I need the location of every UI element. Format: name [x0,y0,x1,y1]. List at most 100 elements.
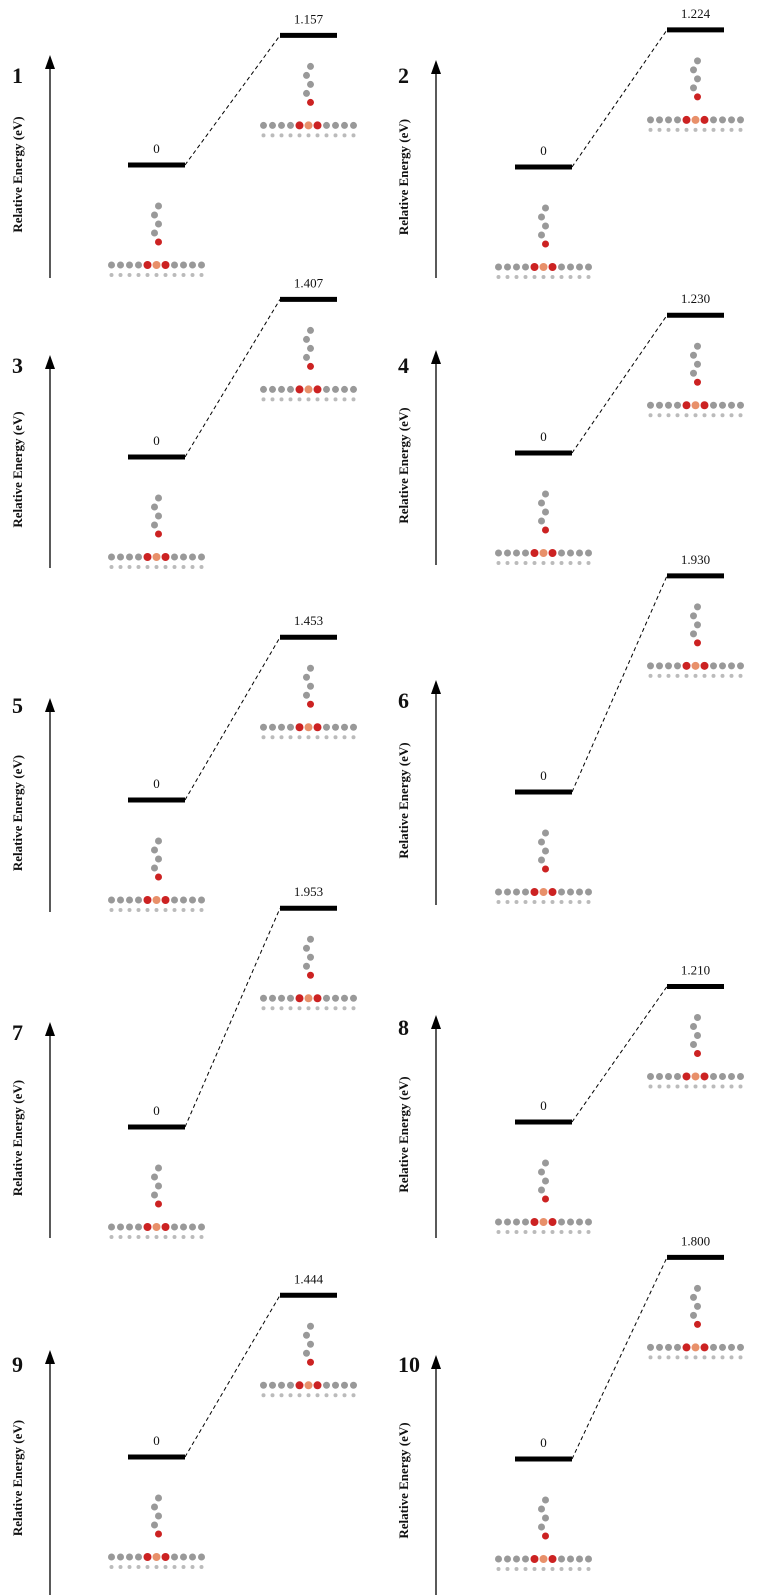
atom [198,897,205,904]
atom [685,674,689,678]
atom [271,1393,275,1397]
atom [153,1553,161,1561]
atom [155,1513,162,1520]
atom [119,1565,123,1569]
atom [117,262,124,269]
axis-arrowhead [431,60,441,74]
atom [549,549,557,557]
atom [155,1235,159,1239]
atom [542,848,549,855]
atom [730,674,734,678]
atom [189,1224,196,1231]
atom [658,413,662,417]
atom [701,116,709,124]
atom [260,1382,267,1389]
atom [719,1073,726,1080]
atom [137,273,141,277]
atom [551,900,555,904]
connector [572,30,667,167]
atom [522,1219,529,1226]
atom [151,504,158,511]
atom [513,1556,520,1563]
value-label: 1.224 [681,6,711,21]
atom [269,1382,276,1389]
atom [690,1023,697,1030]
value-label: 0 [540,768,547,783]
atom [701,662,709,670]
atom [269,724,276,731]
atom [676,413,680,417]
atom [296,994,304,1002]
atom [108,1554,115,1561]
atom [155,838,162,845]
atom [117,1224,124,1231]
atom [108,262,115,269]
atom [314,121,322,129]
atom [343,397,347,401]
atom [712,1355,716,1359]
atom [334,1006,338,1010]
atom [189,1554,196,1561]
atom [269,122,276,129]
atom [110,1235,114,1239]
atom [343,735,347,739]
y-axis-label: Relative Energy (eV) [396,119,411,235]
atom [334,397,338,401]
axis-arrowhead [431,1355,441,1369]
atom [189,262,196,269]
atom [495,1556,502,1563]
atom [287,995,294,1002]
connector [185,908,280,1127]
atom [146,908,150,912]
y-axis-label: Relative Energy (eV) [396,1076,411,1192]
atom [280,133,284,137]
atom [198,1224,205,1231]
atom [578,1567,582,1571]
atom [576,550,583,557]
atom [710,1344,717,1351]
atom [728,662,735,669]
connector [185,35,280,165]
atom [155,874,162,881]
molecule [647,1014,744,1089]
atom [262,1393,266,1397]
atom [656,116,663,123]
atom [710,402,717,409]
atom [341,724,348,731]
atom [164,908,168,912]
atom [117,554,124,561]
atom [119,273,123,277]
atom [269,995,276,1002]
value-label: 0 [153,433,160,448]
atom [307,1006,311,1010]
atom [171,554,178,561]
atom [712,674,716,678]
atom [126,897,133,904]
atom [549,888,557,896]
y-axis-label: Relative Energy (eV) [10,1420,25,1536]
atom [692,1072,700,1080]
atom [271,133,275,137]
atom [578,900,582,904]
atom [506,1230,510,1234]
atom [685,1355,689,1359]
atom [712,413,716,417]
atom [587,275,591,279]
atom [307,345,314,352]
atom [522,1556,529,1563]
atom [287,1382,294,1389]
atom [692,116,700,124]
atom [303,963,310,970]
atom [495,1219,502,1226]
atom [303,692,310,699]
atom [180,554,187,561]
atom [307,735,311,739]
atom [307,63,314,70]
atom [538,1187,545,1194]
atom [495,264,502,271]
atom [151,847,158,854]
atom [298,1006,302,1010]
atom [567,264,574,271]
atom [504,264,511,271]
atom [325,735,329,739]
